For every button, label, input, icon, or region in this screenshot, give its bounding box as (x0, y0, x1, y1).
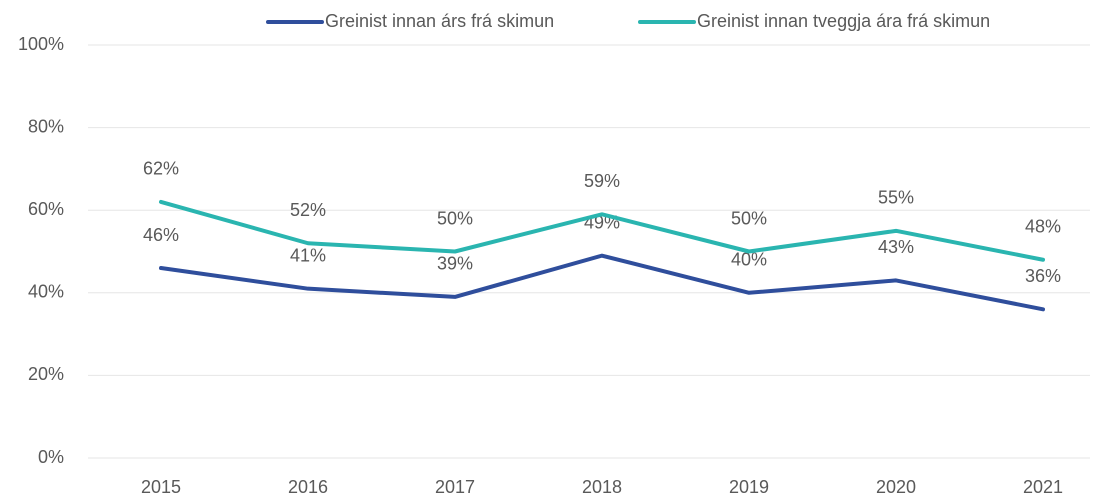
y-tick-label: 20% (28, 364, 64, 384)
data-label: 39% (437, 254, 473, 274)
line-series (159, 253, 1045, 312)
x-tick-label: 2017 (435, 477, 475, 497)
data-label: 55% (878, 188, 914, 208)
x-tick-label: 2016 (288, 477, 328, 497)
x-tick-label: 2021 (1023, 477, 1063, 497)
data-label: 52% (290, 200, 326, 220)
legend-label: Greinist innan árs frá skimun (325, 11, 554, 31)
y-tick-label: 40% (28, 282, 64, 302)
data-label: 43% (878, 237, 914, 257)
legend-label: Greinist innan tveggja ára frá skimun (697, 11, 990, 31)
line-series (159, 199, 1045, 262)
data-label: 59% (584, 171, 620, 191)
x-tick-label: 2019 (729, 477, 769, 497)
data-label: 41% (290, 245, 326, 265)
data-label: 50% (437, 208, 473, 228)
x-tick-label: 2020 (876, 477, 916, 497)
data-label: 50% (731, 208, 767, 228)
y-tick-label: 80% (28, 116, 64, 136)
data-label: 36% (1025, 266, 1061, 286)
data-label: 62% (143, 159, 179, 179)
data-label: 46% (143, 225, 179, 245)
x-tick-label: 2018 (582, 477, 622, 497)
y-tick-label: 0% (38, 447, 64, 467)
x-tick-label: 2015 (141, 477, 181, 497)
y-tick-label: 60% (28, 199, 64, 219)
y-tick-label: 100% (18, 34, 64, 54)
data-label: 48% (1025, 217, 1061, 237)
data-label: 40% (731, 250, 767, 270)
